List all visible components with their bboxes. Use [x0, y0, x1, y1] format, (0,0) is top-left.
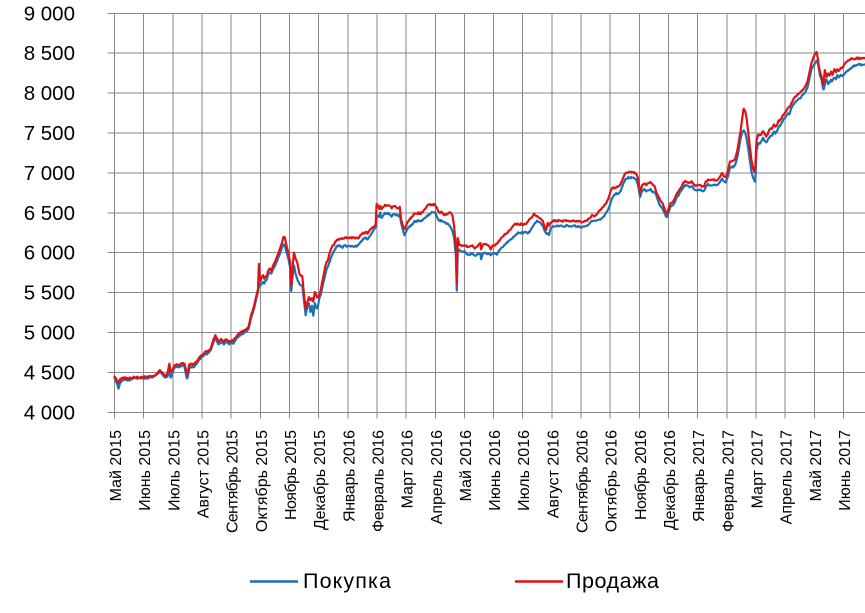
svg-text:Июнь 2016: Июнь 2016 [487, 430, 504, 511]
svg-text:Март 2017: Март 2017 [750, 430, 767, 508]
svg-text:Ноябрь 2015: Ноябрь 2015 [283, 430, 300, 520]
svg-text:Июль 2016: Июль 2016 [516, 430, 533, 511]
svg-text:Январь 2016: Январь 2016 [341, 430, 358, 522]
svg-text:Февраль 2016: Февраль 2016 [370, 430, 387, 532]
svg-text:Декабрь 2016: Декабрь 2016 [662, 430, 679, 530]
svg-text:7 000: 7 000 [24, 162, 75, 185]
svg-text:Май 2017: Май 2017 [808, 430, 825, 501]
svg-text:Покупка: Покупка [303, 569, 391, 593]
svg-text:Сентябрь 2015: Сентябрь 2015 [225, 430, 242, 533]
svg-text:Июнь 2017: Июнь 2017 [837, 430, 854, 511]
svg-text:6 500: 6 500 [24, 202, 75, 225]
svg-text:4 500: 4 500 [24, 361, 75, 384]
svg-text:Сентябрь 2016: Сентябрь 2016 [575, 430, 592, 533]
svg-text:Август 2016: Август 2016 [545, 430, 562, 518]
svg-text:5 000: 5 000 [24, 322, 75, 345]
svg-text:9 000: 9 000 [24, 2, 75, 25]
svg-text:Апрель 2016: Апрель 2016 [429, 430, 446, 524]
svg-text:Август 2015: Август 2015 [196, 430, 213, 518]
svg-text:Ноябрь 2016: Ноябрь 2016 [633, 430, 650, 520]
svg-text:4 000: 4 000 [24, 401, 75, 424]
svg-text:6 000: 6 000 [24, 242, 75, 265]
svg-text:Декабрь 2015: Декабрь 2015 [312, 430, 329, 530]
svg-text:Апрель 2017: Апрель 2017 [779, 430, 796, 524]
svg-text:7 500: 7 500 [24, 122, 75, 145]
svg-text:Май 2015: Май 2015 [108, 430, 125, 501]
svg-text:Февраль 2017: Февраль 2017 [720, 430, 737, 532]
svg-text:Июнь 2015: Июнь 2015 [137, 430, 154, 511]
svg-text:Октябрь 2015: Октябрь 2015 [254, 430, 271, 532]
svg-text:8 500: 8 500 [24, 42, 75, 65]
svg-text:Продажа: Продажа [566, 569, 659, 593]
svg-text:Май 2016: Май 2016 [458, 430, 475, 501]
svg-text:Октябрь 2016: Октябрь 2016 [604, 430, 621, 532]
svg-text:Июль 2015: Июль 2015 [166, 430, 183, 511]
svg-text:Март 2016: Март 2016 [400, 430, 417, 508]
svg-text:8 000: 8 000 [24, 82, 75, 105]
svg-text:5 500: 5 500 [24, 282, 75, 305]
svg-text:Январь 2017: Январь 2017 [691, 430, 708, 522]
